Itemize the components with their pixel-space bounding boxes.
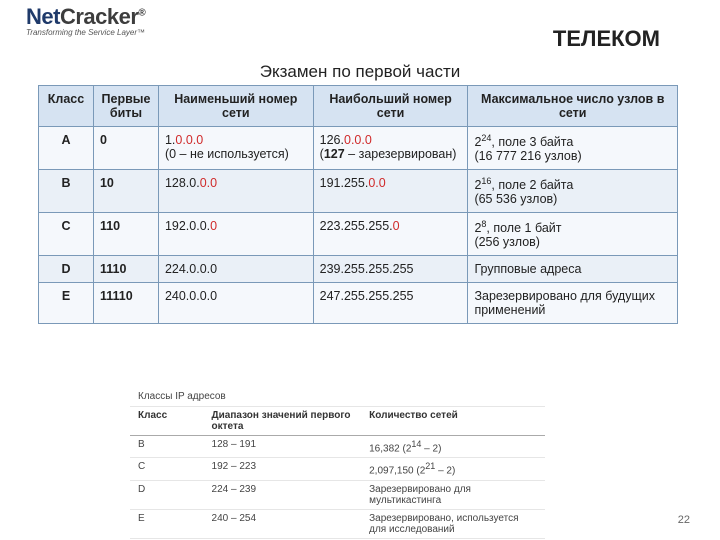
cell-min: 128.0.0.0 bbox=[158, 170, 313, 213]
th-max: Наибольший номер сети bbox=[313, 86, 468, 127]
ip-class-table: Класс Первые биты Наименьший номер сети … bbox=[38, 85, 678, 324]
cell-nodes: Групповые адреса bbox=[468, 256, 678, 283]
cell-bits: 0 bbox=[93, 127, 158, 170]
page-number: 22 bbox=[678, 514, 690, 526]
cell-class: A bbox=[39, 127, 94, 170]
t2-th-range: Диапазон значений первого октета bbox=[204, 407, 362, 436]
cell-class: E bbox=[39, 283, 94, 324]
logo-cracker: Cracker bbox=[60, 4, 138, 29]
cell-min: 224.0.0.0 bbox=[158, 256, 313, 283]
t2-row-B: B 128 – 191 16,382 (214 – 2) bbox=[130, 436, 545, 458]
cell-bits: 1110 bbox=[93, 256, 158, 283]
logo: NetCracker® Transforming the Service Lay… bbox=[26, 6, 145, 37]
cell-class: D bbox=[39, 256, 94, 283]
cell-class: C bbox=[39, 213, 94, 256]
t2-row-D: D 224 – 239 Зарезервировано для мультика… bbox=[130, 480, 545, 509]
cell-max: 191.255.0.0 bbox=[313, 170, 468, 213]
th-nodes: Максимальное число узлов в сети bbox=[468, 86, 678, 127]
cell-max: 247.255.255.255 bbox=[313, 283, 468, 324]
row-A: A 0 1.0.0.0 (0 – не используется) 126.0.… bbox=[39, 127, 678, 170]
cell-bits: 10 bbox=[93, 170, 158, 213]
cell-max: 239.255.255.255 bbox=[313, 256, 468, 283]
row-C: C 110 192.0.0.0 223.255.255.0 28, поле 1… bbox=[39, 213, 678, 256]
th-class: Класс bbox=[39, 86, 94, 127]
cell-nodes: 28, поле 1 байт (256 узлов) bbox=[468, 213, 678, 256]
row-B: B 10 128.0.0.0 191.255.0.0 216, поле 2 б… bbox=[39, 170, 678, 213]
cell-nodes: 216, поле 2 байта (65 536 узлов) bbox=[468, 170, 678, 213]
header-telekom: ТЕЛЕКОМ bbox=[553, 26, 660, 52]
cell-nodes: 224, поле 3 байта (16 777 216 узлов) bbox=[468, 127, 678, 170]
cell-bits: 11110 bbox=[93, 283, 158, 324]
cell-max: 126.0.0.0 (127 – зарезервирован) bbox=[313, 127, 468, 170]
row-E: E 11110 240.0.0.0 247.255.255.255 Зарезе… bbox=[39, 283, 678, 324]
cell-min: 192.0.0.0 bbox=[158, 213, 313, 256]
t2-row-C: C 192 – 223 2,097,150 (221 – 2) bbox=[130, 458, 545, 480]
t2-th-count: Количество сетей bbox=[361, 407, 545, 436]
th-min: Наименьший номер сети bbox=[158, 86, 313, 127]
t2-row-E: E 240 – 254 Зарезервировано, используетс… bbox=[130, 509, 545, 538]
cell-min: 240.0.0.0 bbox=[158, 283, 313, 324]
th-bits: Первые биты bbox=[93, 86, 158, 127]
ip-class-table-2: Классы IP адресов Класс Диапазон значени… bbox=[130, 388, 545, 539]
t2-th-class: Класс bbox=[130, 407, 204, 436]
table2-caption: Классы IP адресов bbox=[130, 388, 545, 407]
cell-nodes: Зарезервировано для будущих применений bbox=[468, 283, 678, 324]
cell-max: 223.255.255.0 bbox=[313, 213, 468, 256]
subtitle: Экзамен по первой части bbox=[0, 62, 720, 82]
cell-class: B bbox=[39, 170, 94, 213]
row-D: D 1110 224.0.0.0 239.255.255.255 Группов… bbox=[39, 256, 678, 283]
logo-net: Net bbox=[26, 4, 60, 29]
cell-min: 1.0.0.0 (0 – не используется) bbox=[158, 127, 313, 170]
logo-main: NetCracker® bbox=[26, 6, 145, 28]
cell-bits: 110 bbox=[93, 213, 158, 256]
logo-r: ® bbox=[138, 8, 145, 19]
logo-tagline: Transforming the Service Layer™ bbox=[26, 29, 145, 37]
